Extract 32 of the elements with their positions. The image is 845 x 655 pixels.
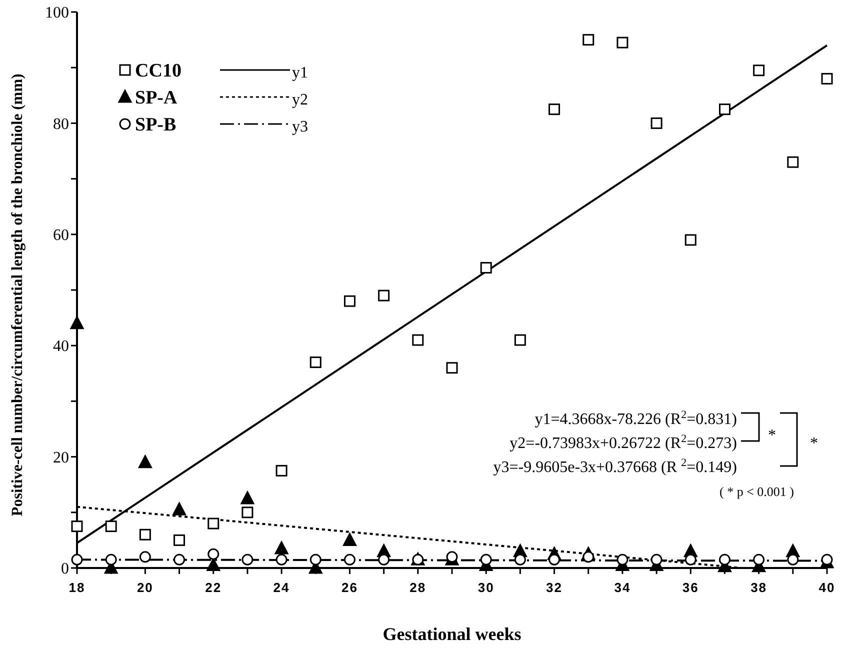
x-tick-label: 22 bbox=[205, 580, 222, 595]
x-tick-label: 36 bbox=[682, 580, 699, 595]
x-tick-label: 26 bbox=[341, 580, 358, 595]
annotation: ( * p < 0.001 ) bbox=[720, 484, 794, 499]
annotation: * bbox=[768, 427, 776, 444]
y-tick-label: 100 bbox=[45, 4, 69, 22]
y-tick-label: 80 bbox=[53, 116, 69, 133]
y-tick-label: 0 bbox=[61, 560, 69, 578]
x-axis-title: Gestational weeks bbox=[382, 624, 522, 644]
x-tick-label: 34 bbox=[614, 580, 631, 595]
legend-label: y3 bbox=[292, 118, 308, 136]
legend-label: SP-B bbox=[135, 114, 176, 136]
legend-label: CC10 bbox=[135, 60, 182, 82]
x-tick-label: 18 bbox=[68, 580, 86, 595]
legend-label: y2 bbox=[292, 92, 308, 109]
x-tick-label: 24 bbox=[273, 580, 290, 595]
legend-label: y1 bbox=[292, 64, 308, 82]
annotation: y2=-0.73983x+0.26722 (R$^{2}$=0.273) bbox=[510, 433, 737, 452]
legend-label: SP-A bbox=[135, 88, 178, 109]
y-tick-label: 60 bbox=[53, 227, 69, 244]
x-tick-label: 32 bbox=[546, 580, 563, 595]
y-tick-label: 20 bbox=[53, 449, 69, 466]
y-axis-title: Positive-cell number/circumferential length of the bronchiole (mm) bbox=[9, 74, 26, 516]
annotation: * bbox=[810, 435, 818, 452]
annotation: y3=-9.9605e-3x+0.37668 (R $^{2}$=0.149) bbox=[493, 457, 737, 476]
x-tick-label: 20 bbox=[136, 580, 154, 595]
x-tick-label: 28 bbox=[410, 580, 426, 595]
x-tick-label: 38 bbox=[750, 580, 768, 595]
x-tick-label: 40 bbox=[818, 580, 836, 595]
y-tick-label: 40 bbox=[53, 338, 69, 356]
annotation: y1=4.3668x-78.226 (R$^{2}$=0.831) bbox=[534, 409, 737, 428]
x-tick-label: 30 bbox=[478, 580, 494, 595]
